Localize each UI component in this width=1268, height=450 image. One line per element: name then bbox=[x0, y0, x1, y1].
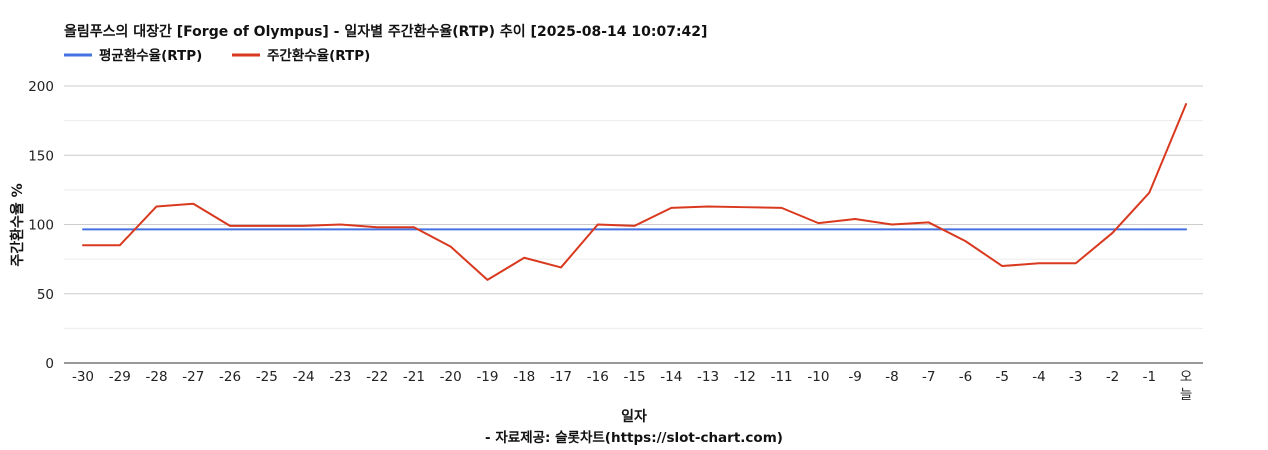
x-tick-label: -16 bbox=[587, 369, 609, 385]
y-tick-label: 50 bbox=[37, 287, 54, 303]
y-tick-label: 150 bbox=[28, 148, 54, 164]
x-tick-label: -13 bbox=[697, 369, 719, 385]
x-tick-label: -20 bbox=[440, 369, 462, 385]
x-tick-label: -6 bbox=[959, 369, 972, 385]
x-tick-label: -14 bbox=[660, 369, 682, 385]
x-tick-label: -15 bbox=[624, 369, 646, 385]
chart-title: 올림푸스의 대장간 [Forge of Olympus] - 일자별 주간환수율… bbox=[64, 23, 707, 40]
x-tick-label: -19 bbox=[476, 369, 498, 385]
x-tick-label: -30 bbox=[72, 369, 94, 385]
y-tick-label: 0 bbox=[45, 356, 54, 372]
x-tick-label: -1 bbox=[1143, 369, 1156, 385]
series-lines bbox=[82, 103, 1188, 281]
x-tick-label: -25 bbox=[256, 369, 278, 385]
x-tick-label: -3 bbox=[1069, 369, 1082, 385]
x-tick-label: -17 bbox=[550, 369, 572, 385]
x-tick-label: -24 bbox=[293, 369, 315, 385]
x-tick-label: -12 bbox=[734, 369, 756, 385]
y-axis-title: 주간환수율 % bbox=[9, 183, 26, 266]
x-tick-label: -23 bbox=[329, 369, 351, 385]
series-line-weekly-rtp bbox=[82, 103, 1188, 281]
x-axis-title: 일자 bbox=[621, 409, 647, 425]
x-tick-label: -29 bbox=[109, 369, 131, 385]
x-tick-label: -4 bbox=[1032, 369, 1045, 385]
x-tick-label: -18 bbox=[513, 369, 535, 385]
x-tick-label: -21 bbox=[403, 369, 425, 385]
x-tick-label: -27 bbox=[182, 369, 204, 385]
y-tick-label: 200 bbox=[28, 79, 54, 95]
gridlines bbox=[64, 85, 1203, 364]
y-axis-ticks: 0 50 100 150 200 bbox=[28, 79, 54, 372]
x-tick-label: -8 bbox=[885, 369, 898, 385]
source-caption: - 자료제공: 슬롯차트(https://slot-chart.com) bbox=[485, 430, 783, 446]
x-tick-label: -28 bbox=[146, 369, 168, 385]
x-tick-label: -11 bbox=[771, 369, 793, 385]
y-tick-label: 100 bbox=[28, 218, 54, 234]
x-tick-label: -10 bbox=[807, 369, 829, 385]
legend: 평균환수율(RTP) 주간환수율(RTP) bbox=[64, 47, 370, 64]
x-tick-label: -9 bbox=[848, 369, 861, 385]
x-tick-label: -7 bbox=[922, 369, 935, 385]
x-tick-label: -26 bbox=[219, 369, 241, 385]
x-tick-label: -2 bbox=[1106, 369, 1119, 385]
x-axis-ticks: -30 -29 -28 -27 -26 -25 -24 -23 -22 -21 -20 -19 -18-… bbox=[72, 369, 1192, 403]
x-tick-label: -22 bbox=[366, 369, 388, 385]
x-tick-label: -5 bbox=[996, 369, 1009, 385]
legend-label-weekly: 주간환수율(RTP) bbox=[267, 47, 370, 64]
legend-label-avg: 평균환수율(RTP) bbox=[99, 47, 202, 64]
